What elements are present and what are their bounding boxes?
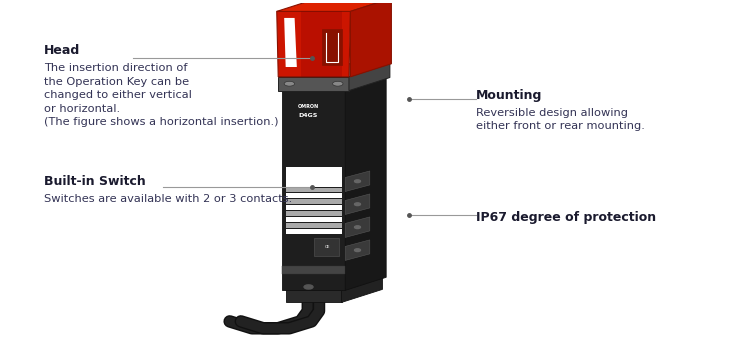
Polygon shape (282, 266, 345, 274)
Polygon shape (286, 277, 382, 290)
Polygon shape (282, 77, 386, 91)
Text: Head: Head (44, 44, 80, 57)
Text: The insertion direction of
the Operation Key can be
changed to either vertical
o: The insertion direction of the Operation… (44, 63, 278, 127)
Polygon shape (286, 194, 341, 198)
Polygon shape (286, 199, 341, 204)
Polygon shape (286, 230, 341, 235)
Polygon shape (286, 290, 341, 302)
Polygon shape (314, 238, 339, 257)
Polygon shape (345, 194, 370, 215)
Circle shape (284, 81, 295, 86)
Text: Mounting: Mounting (476, 89, 542, 102)
Polygon shape (286, 188, 341, 193)
Polygon shape (286, 167, 341, 187)
Polygon shape (345, 217, 370, 237)
Circle shape (355, 249, 361, 252)
Polygon shape (286, 205, 341, 210)
FancyBboxPatch shape (301, 12, 341, 77)
Polygon shape (345, 77, 386, 290)
Text: Switches are available with 2 or 3 contacts.: Switches are available with 2 or 3 conta… (44, 194, 292, 204)
Circle shape (355, 203, 361, 205)
Text: OMRON: OMRON (298, 104, 320, 110)
Text: D4GS: D4GS (298, 113, 318, 118)
Polygon shape (278, 77, 349, 91)
Polygon shape (277, 0, 392, 12)
Polygon shape (341, 277, 382, 302)
Circle shape (355, 180, 361, 183)
Circle shape (304, 285, 313, 289)
Text: Reversible design allowing
either front or rear mounting.: Reversible design allowing either front … (476, 108, 644, 132)
Polygon shape (286, 223, 341, 229)
Polygon shape (322, 29, 342, 65)
Polygon shape (350, 0, 392, 77)
Text: Built-in Switch: Built-in Switch (44, 175, 146, 188)
Polygon shape (349, 64, 390, 91)
Circle shape (332, 81, 343, 86)
Polygon shape (278, 64, 390, 77)
Polygon shape (345, 240, 370, 260)
Polygon shape (345, 171, 370, 191)
Polygon shape (286, 211, 341, 216)
Text: IP67 degree of protection: IP67 degree of protection (476, 211, 656, 224)
Text: CE: CE (325, 245, 330, 250)
Circle shape (355, 226, 361, 229)
Polygon shape (284, 18, 297, 67)
Polygon shape (286, 217, 341, 223)
Polygon shape (277, 12, 350, 77)
Polygon shape (282, 91, 345, 290)
